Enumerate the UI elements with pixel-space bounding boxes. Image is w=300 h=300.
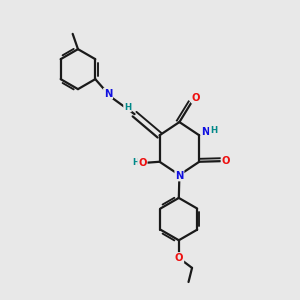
Text: N: N <box>104 88 112 99</box>
Text: O: O <box>192 93 200 103</box>
Text: O: O <box>221 156 230 166</box>
Text: O: O <box>175 253 183 263</box>
Text: N: N <box>202 128 210 137</box>
Text: O: O <box>138 158 147 168</box>
Text: N: N <box>175 171 184 181</box>
Text: H: H <box>132 158 139 167</box>
Text: H: H <box>124 103 131 112</box>
Text: H: H <box>210 125 217 134</box>
